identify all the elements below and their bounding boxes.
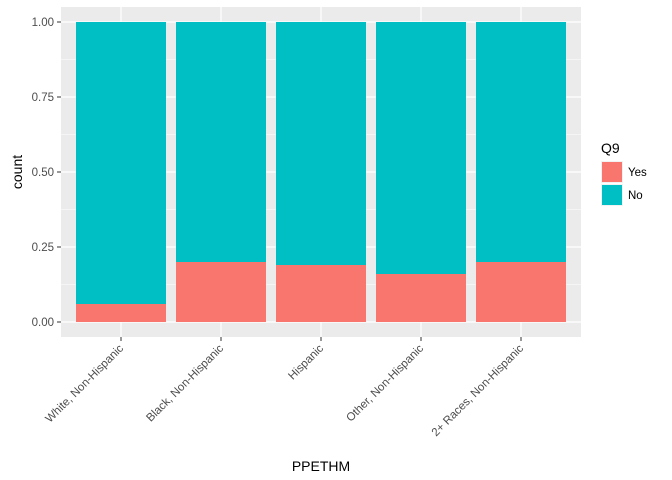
y-tick-label: 0.00 <box>32 317 54 329</box>
x-tick-label: Other, Non-Hispanic <box>344 342 426 424</box>
bar-yes-2 <box>276 265 366 322</box>
y-tick-label: 0.50 <box>32 167 54 179</box>
legend-title: Q9 <box>601 140 620 156</box>
x-tick-label: Hispanic <box>286 342 326 382</box>
bar-no-2 <box>276 22 366 265</box>
y-tick-label: 0.25 <box>32 242 54 254</box>
x-tick-label: White, Non-Hispanic <box>44 342 127 425</box>
bar-no-4 <box>476 22 566 262</box>
legend: Q9 Yes No <box>601 140 647 206</box>
bar-yes-4 <box>476 262 566 322</box>
x-axis: White, Non-Hispanic Black, Non-Hispanic Hi… <box>44 337 527 439</box>
bar-no-3 <box>376 22 466 274</box>
y-axis: 0.00 0.25 0.50 0.75 1.00 <box>32 17 61 329</box>
bar-yes-1 <box>176 262 266 322</box>
legend-label-no: No <box>628 190 643 202</box>
x-tick-label: Black, Non-Hispanic <box>144 342 226 424</box>
bars <box>76 22 566 322</box>
legend-swatch-yes <box>602 162 622 182</box>
bar-yes-0 <box>76 304 166 322</box>
x-axis-title: PPETHM <box>292 458 350 474</box>
x-tick-label: 2+ Races, Non-Hispanic <box>430 342 527 439</box>
y-axis-title: count <box>9 155 25 189</box>
y-tick-label: 1.00 <box>32 17 54 29</box>
legend-swatch-no <box>602 185 622 205</box>
bar-yes-3 <box>376 274 466 322</box>
legend-label-yes: Yes <box>628 167 647 179</box>
bar-no-1 <box>176 22 266 262</box>
bar-no-0 <box>76 22 166 304</box>
y-tick-label: 0.75 <box>32 92 54 104</box>
